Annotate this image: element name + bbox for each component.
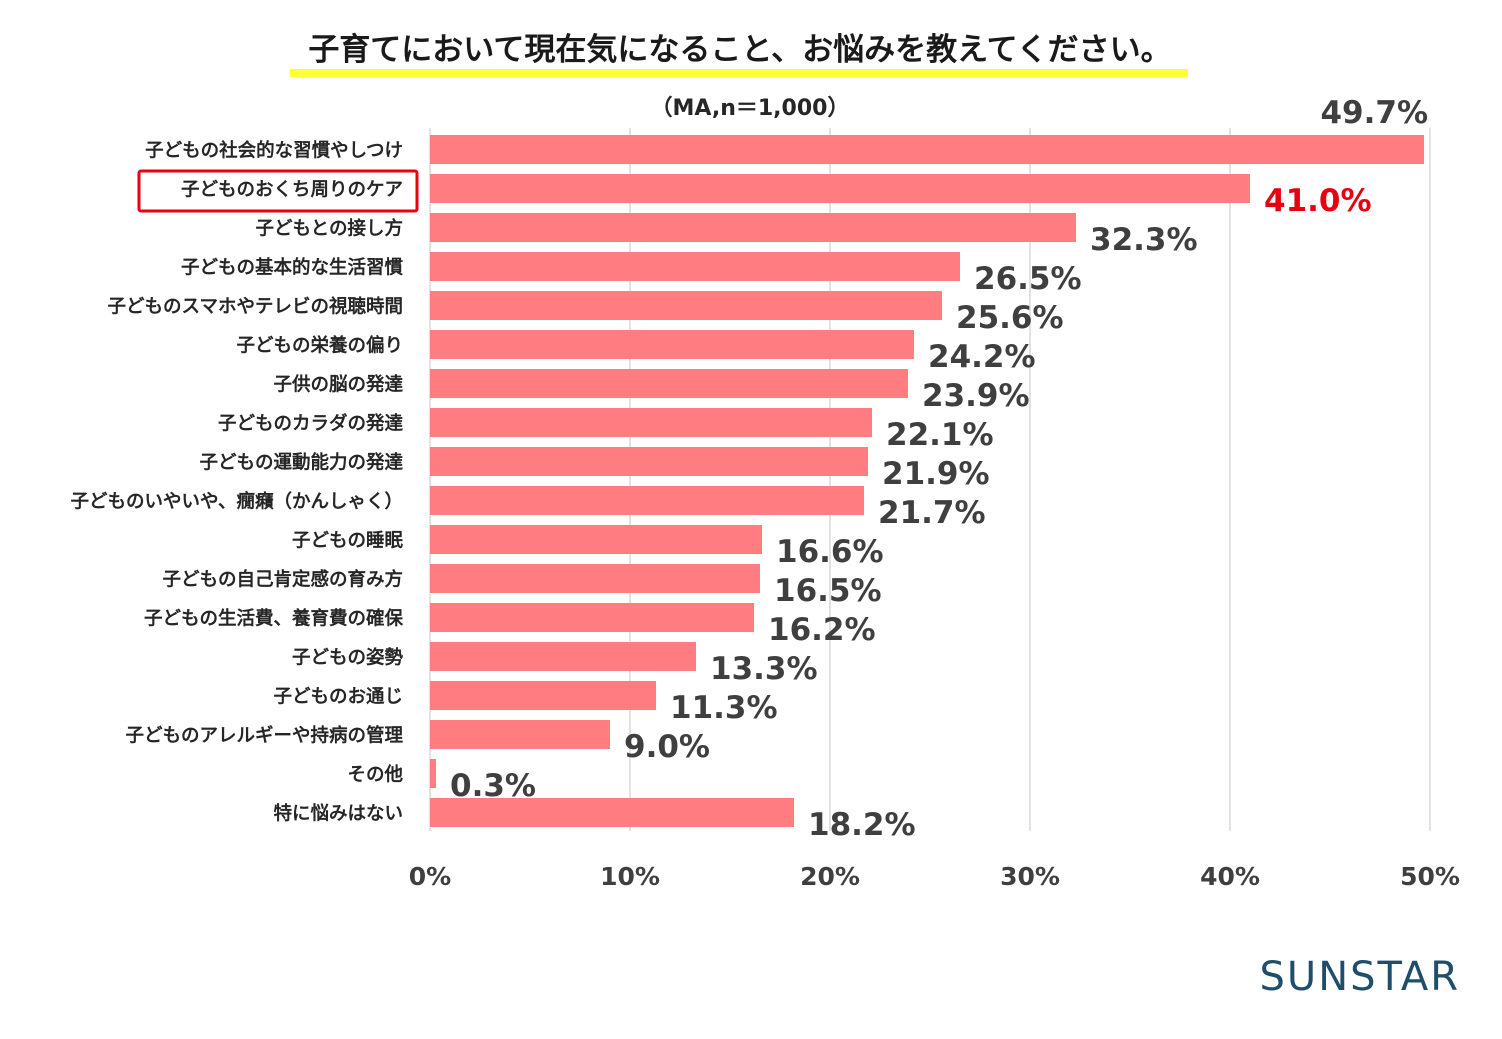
category-label: 子どもの社会的な習慣やしつけ (145, 140, 403, 162)
bar (430, 525, 762, 554)
sunstar-logo: SUNSTAR (1260, 954, 1460, 1000)
category-label: 子どものアレルギーや持病の管理 (125, 725, 403, 747)
category-label: 子どもの生活費、養育費の確保 (144, 608, 404, 630)
bar (430, 564, 760, 593)
category-label: 子どもの自己肯定感の育み方 (162, 569, 403, 591)
title-underline (290, 69, 1188, 77)
value-label: 49.7% (1320, 95, 1428, 131)
x-tick-label: 0% (409, 862, 451, 891)
bar (430, 369, 908, 398)
value-label: 24.2% (928, 339, 1036, 375)
bar (430, 174, 1250, 203)
value-label: 21.9% (882, 456, 990, 492)
category-label: 特に悩みはない (273, 803, 403, 825)
value-label: 22.1% (886, 417, 994, 453)
category-label: 子どものいやいや、癇癪（かんしゃく） (71, 491, 403, 513)
value-label: 0.3% (450, 768, 536, 804)
value-label: 32.3% (1090, 222, 1198, 258)
bar (430, 720, 610, 749)
chart-title: 子育てにおいて現在気になること、お悩みを教えてください。 (308, 32, 1171, 68)
category-label: その他 (347, 764, 403, 786)
category-label: 子どものおくち周りのケア (181, 180, 403, 201)
value-label: 21.7% (878, 495, 986, 531)
category-label: 子どもとの接し方 (256, 218, 403, 240)
chart-subtitle: （MA,n＝1,000） (651, 96, 850, 121)
bar (430, 291, 942, 320)
value-label: 9.0% (624, 729, 710, 765)
value-label: 16.2% (768, 612, 876, 648)
category-label: 子供の脳の発達 (273, 374, 403, 396)
bar (430, 603, 754, 632)
bar (430, 408, 872, 437)
category-label: 子どもの姿勢 (292, 647, 404, 669)
bars (430, 135, 1424, 827)
category-label: 子どものスマホやテレビの視聴時間 (108, 296, 403, 318)
category-label: 子どものカラダの発達 (218, 413, 404, 435)
bar (430, 642, 696, 671)
x-tick-label: 30% (1000, 862, 1060, 891)
category-label: 子どもの栄養の偏り (236, 335, 403, 357)
x-tick-label: 20% (800, 862, 860, 891)
value-label: 16.6% (776, 534, 884, 570)
category-label: 子どものお通じ (273, 687, 403, 708)
category-labels: 子どもの社会的な習慣やしつけ子どものおくち周りのケア子どもとの接し方子どもの基本… (71, 140, 404, 825)
bar (430, 681, 656, 710)
value-label: 16.5% (774, 573, 882, 609)
gridlines (429, 128, 1431, 831)
category-label: 子どもの運動能力の発達 (199, 452, 403, 474)
bar (430, 213, 1076, 242)
bar (430, 486, 864, 515)
value-label: 18.2% (808, 807, 916, 843)
bar (430, 759, 436, 788)
value-label: 11.3% (670, 690, 778, 726)
x-axis-ticks: 0% 10% 20% 30% 40% 50% (409, 862, 1460, 891)
x-tick-label: 40% (1200, 862, 1260, 891)
x-tick-label: 50% (1400, 862, 1460, 891)
bar (430, 135, 1424, 164)
value-label: 25.6% (956, 300, 1064, 336)
x-tick-label: 10% (600, 862, 660, 891)
bar (430, 330, 914, 359)
value-label: 41.0% (1264, 183, 1372, 219)
value-label: 26.5% (974, 261, 1082, 297)
bar (430, 252, 960, 281)
category-label: 子どもの睡眠 (292, 531, 404, 552)
bar (430, 798, 794, 827)
value-label: 13.3% (710, 651, 818, 687)
highlight-box (137, 169, 419, 213)
category-label: 子どもの基本的な生活習慣 (181, 257, 404, 279)
bar (430, 447, 868, 476)
value-labels: 49.7% 41.0% 32.3%26.5%25.6%24.2%23.9%22.1%… (450, 95, 1428, 843)
value-label: 23.9% (922, 378, 1030, 414)
